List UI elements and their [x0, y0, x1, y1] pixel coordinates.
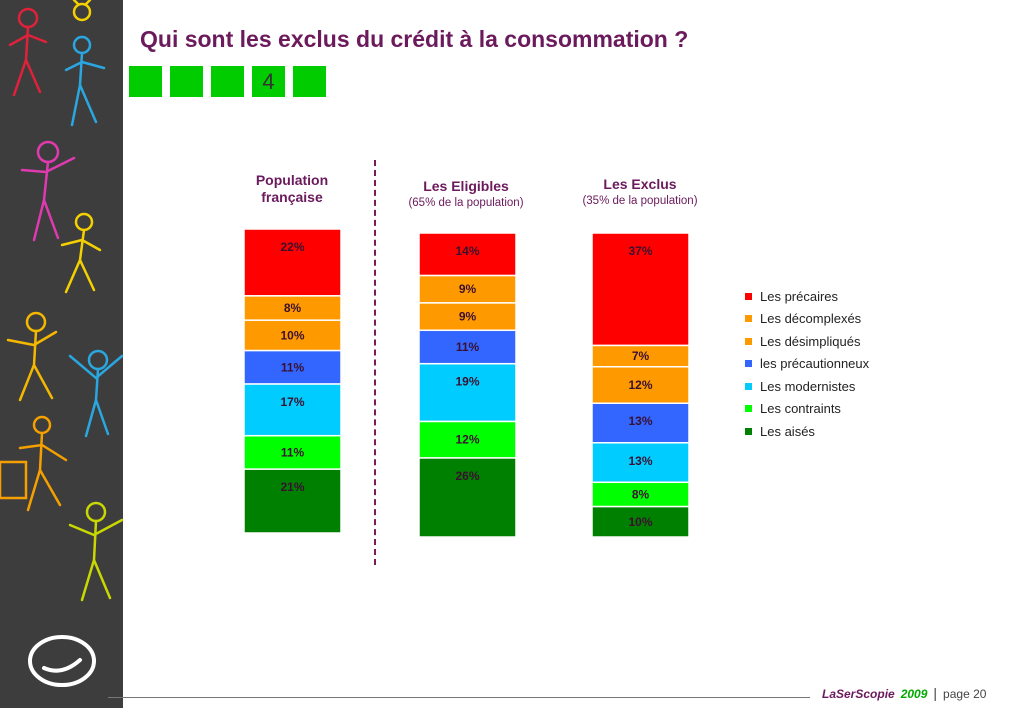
bar-value-label: 13%: [628, 414, 652, 428]
group-label-exclus: Les Exclus (35% de la population): [562, 176, 718, 210]
step-4-current: 4: [252, 66, 285, 97]
bar-segment: [418, 329, 517, 365]
bar-value-label: 8%: [284, 301, 302, 315]
bar-value-label: 37%: [628, 244, 652, 258]
legend-label: Les décomplexés: [760, 311, 862, 327]
bar-value-label: 7%: [632, 349, 650, 363]
group-label-population: Population française: [243, 172, 341, 206]
legend-swatch: [745, 382, 752, 390]
step-2: [170, 66, 203, 97]
bar-value-label: 22%: [280, 240, 304, 254]
legend-swatch: [745, 315, 752, 323]
bar-value-label: 10%: [628, 515, 652, 529]
step-5: [293, 66, 326, 97]
legend-swatch: [745, 337, 752, 345]
legend-swatch: [745, 360, 752, 368]
bar-value-label: 10%: [280, 328, 304, 342]
bar-value-label: 11%: [456, 340, 480, 354]
bar-value-label: 14%: [455, 244, 479, 258]
footer-brand: LaSerScopie: [822, 687, 895, 701]
bar-value-label: 13%: [628, 454, 652, 468]
legend-item: les précautionneux: [745, 353, 869, 376]
group-subtitle: (35% de la population): [582, 195, 698, 207]
bar-value-label: 9%: [459, 310, 477, 324]
legend-swatch: [745, 427, 752, 435]
bar-value-label: 12%: [455, 432, 479, 446]
bar-value-label: 17%: [280, 395, 304, 409]
bar-segment: [418, 232, 517, 277]
bar-segment: [243, 319, 342, 352]
bar-segment: [591, 481, 690, 508]
legend-label: les précautionneux: [760, 356, 870, 372]
group-label-eligibles: Les Eligibles (65% de la population): [388, 178, 544, 212]
step-1: [129, 66, 162, 97]
group-subtitle: (65% de la population): [408, 197, 524, 209]
footer-rule: [108, 697, 810, 698]
step-indicator: 4: [129, 66, 326, 97]
legend-label: Les contraints: [760, 401, 841, 417]
chart-legend: Les précaires Les décomplexés Les désimp…: [745, 285, 869, 443]
group-title: Population française: [255, 172, 329, 205]
dashed-divider: [374, 160, 376, 565]
bar-segment: [418, 457, 517, 538]
legend-label: Les désimpliqués: [760, 333, 861, 349]
group-title: Les Eligibles: [423, 178, 509, 194]
bar-value-label: 11%: [281, 445, 305, 459]
bar-segment: [418, 420, 517, 459]
bar-value-label: 26%: [455, 469, 479, 483]
bar-value-label: 9%: [459, 282, 477, 296]
legend-swatch: [745, 292, 752, 300]
group-title: Les Exclus: [603, 176, 677, 192]
bar-value-label: 8%: [632, 487, 650, 501]
bar-segment: [243, 228, 342, 297]
bar-segment: [418, 362, 517, 423]
legend-item: Les contraints: [745, 398, 869, 421]
legend-label: Les précaires: [760, 288, 839, 304]
legend-swatch: [745, 405, 752, 413]
stick-figures-illustration: [0, 0, 123, 687]
bar-segment: [243, 383, 342, 437]
bar-value-label: 19%: [455, 375, 479, 389]
bar-segment: [243, 295, 342, 321]
bar-value-label: 12%: [628, 378, 652, 392]
footer-year: 2009: [900, 687, 928, 701]
bar-segment: [591, 232, 690, 347]
legend-item: Les désimpliqués: [745, 330, 869, 353]
bar-value-label: 21%: [280, 480, 304, 494]
page-title: Qui sont les exclus du crédit à la conso…: [140, 26, 689, 52]
bar-segment: [243, 434, 342, 470]
legend-item: Les précaires: [745, 285, 869, 308]
page-number: page 20: [943, 687, 987, 701]
bar-segment: [243, 468, 342, 534]
legend-label: Les aisés: [760, 423, 815, 439]
legend-item: Les décomplexés: [745, 308, 869, 331]
bar-value-label: 11%: [281, 360, 305, 374]
decorative-sidebar: [0, 0, 123, 708]
legend-label: Les modernistes: [760, 378, 856, 394]
legend-item: Les modernistes: [745, 375, 869, 398]
bar-segment: [591, 505, 690, 538]
footer: LaSerScopie 2009 | page 20: [822, 685, 986, 701]
bar-segment: [243, 349, 342, 385]
step-3: [211, 66, 244, 97]
footer-separator: |: [933, 685, 938, 701]
legend-item: Les aisés: [745, 420, 869, 443]
bar-segment: [591, 366, 690, 404]
